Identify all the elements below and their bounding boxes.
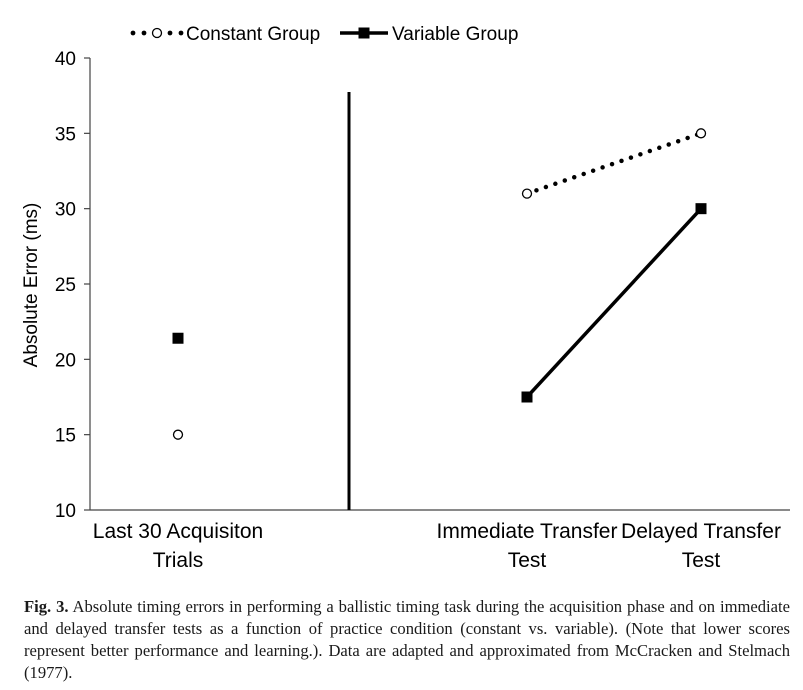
- x-axis-category-labels: Last 30 Acquisiton Trials Immediate Transf…: [93, 520, 781, 572]
- axes: [89, 58, 790, 511]
- series-line: [524, 131, 704, 196]
- data-point-circle: [172, 429, 184, 440]
- x-tick-label: Immediate Transfer: [437, 520, 618, 543]
- y-tick-label: 20: [55, 350, 76, 371]
- data-point-square: [521, 391, 533, 403]
- legend-label: Variable Group: [392, 24, 518, 45]
- legend-dot: [167, 30, 173, 36]
- y-axis-title: Absolute Error (ms): [21, 203, 42, 368]
- y-tick-label: 25: [55, 275, 76, 296]
- data-point-square: [695, 203, 707, 215]
- legend: Constant Group Variable Group: [130, 24, 518, 45]
- legend-item-variable-group: Variable Group: [340, 24, 518, 45]
- data-point-circle: [521, 188, 533, 199]
- legend-marker-square: [358, 27, 370, 39]
- chart: Constant Group Variable Group 10 15 20 25 30 3…: [21, 24, 790, 572]
- data-point-circle: [695, 128, 707, 139]
- x-tick-label: Delayed Transfer: [621, 520, 781, 543]
- series-variable-group: [172, 203, 707, 403]
- caption-text: Absolute timing errors in performing a b…: [24, 597, 790, 682]
- series-constant-group: [172, 128, 707, 440]
- caption-label: Fig. 3.: [24, 597, 69, 616]
- legend-item-constant-group: Constant Group: [130, 24, 320, 45]
- legend-label: Constant Group: [186, 24, 320, 45]
- x-tick-label: Trials: [153, 549, 204, 572]
- series-line: [525, 207, 703, 399]
- y-tick-label: 10: [55, 501, 76, 522]
- y-axis-ticks: 10 15 20 25 30 35 40: [55, 49, 90, 522]
- y-tick-label: 40: [55, 49, 76, 70]
- x-tick-label: Test: [508, 549, 547, 572]
- y-tick-label: 35: [55, 124, 76, 145]
- y-tick-label: 30: [55, 200, 76, 221]
- figure-caption: Fig. 3. Absolute timing errors in perfor…: [24, 596, 790, 684]
- x-tick-label: Last 30 Acquisiton: [93, 520, 263, 543]
- legend-dot: [130, 30, 136, 36]
- legend-dot: [178, 30, 184, 36]
- legend-dot: [141, 30, 147, 36]
- y-tick-label: 15: [55, 426, 76, 447]
- x-tick-label: Test: [682, 549, 721, 572]
- data-point-square: [172, 332, 184, 344]
- legend-marker-circle: [151, 27, 163, 39]
- series-layer: [172, 128, 707, 440]
